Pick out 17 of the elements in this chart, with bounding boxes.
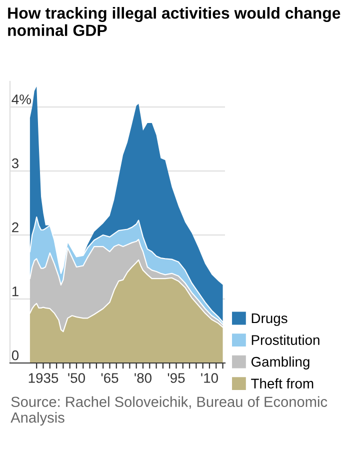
y-tick-label: 2 (12, 222, 18, 232)
x-tick-label: '50 (68, 373, 85, 383)
y-tick-label: 3 (12, 158, 19, 168)
x-tick-label: '95 (168, 373, 185, 383)
x-tick-label: 1935 (28, 373, 58, 383)
y-tick-label: 0 (12, 350, 19, 360)
y-tick-label: 1 (12, 286, 18, 296)
x-tick-label: '80 (134, 373, 152, 383)
legend-label: Theft from (251, 378, 314, 388)
legend-label: Prostitution (252, 334, 320, 345)
x-tick-label: '10 (201, 373, 218, 383)
chart-title: How tracking illegal activities would change nominal GDP (8, 7, 340, 36)
x-tick-label: '65 (101, 373, 118, 383)
y-tick-label: 4% (12, 94, 31, 104)
source-note: Source: Rachel Soloveichik, Bureau of Economic Analysis (10, 396, 328, 426)
legend-label: Gambling (251, 356, 310, 370)
legend-label: Drugs (252, 313, 288, 326)
